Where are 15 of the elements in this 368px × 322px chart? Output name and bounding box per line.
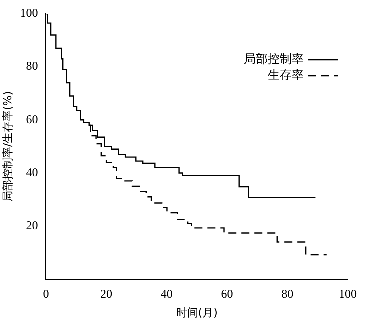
x-tick-label: 60: [221, 286, 234, 301]
y-tick-label: 80: [26, 59, 38, 74]
y-tick-label: 40: [26, 165, 38, 180]
x-tick-label: 0: [43, 286, 50, 301]
x-tick-label: 40: [160, 286, 173, 301]
y-axis-title: 局部控制率/生存率(%): [1, 91, 14, 202]
x-tick-label: 80: [282, 286, 294, 301]
y-tick-label: 100: [20, 6, 38, 20]
legend-label: 生存率: [268, 68, 304, 82]
legend-label: 局部控制率: [244, 52, 304, 66]
x-tick-label: 100: [339, 286, 357, 301]
x-tick-label: 20: [100, 286, 113, 301]
y-tick-label: 20: [26, 218, 38, 232]
y-tick-label: 60: [26, 112, 38, 126]
x-axis-title: 时间(月): [176, 306, 218, 320]
